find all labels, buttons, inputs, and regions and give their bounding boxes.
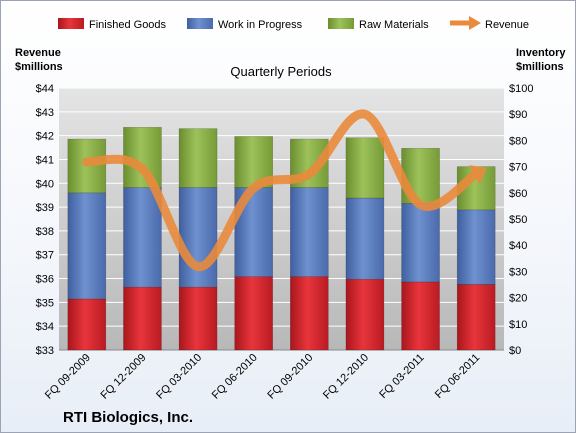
x-tick-label: FQ 03-2011	[377, 352, 426, 401]
x-tick-label: FQ 03-2010	[154, 352, 204, 402]
bar-finished-goods	[456, 284, 496, 351]
left-tick-label: $38	[36, 226, 54, 238]
bar-raw-materials	[345, 137, 385, 199]
right-tick-label: $0	[509, 345, 521, 357]
left-tick-label: $40	[36, 178, 54, 190]
right-tick-label: $30	[509, 266, 527, 278]
legend-label-revenue: Revenue	[485, 19, 529, 31]
right-tick-label: $100	[509, 83, 533, 95]
revenue-line-path	[82, 109, 481, 272]
right-tick-label: $10	[509, 319, 527, 331]
bar-finished-goods	[234, 276, 273, 351]
left-tick-label: $37	[36, 250, 54, 262]
x-tick-label: FQ 06-2011	[433, 352, 482, 401]
right-tick-label: $50	[509, 214, 527, 226]
left-tick-label: $33	[36, 345, 54, 357]
bar-work-in-progress	[67, 192, 107, 300]
left-tick-label: $41	[36, 154, 54, 166]
company-name: RTI Biologics, Inc.	[63, 409, 193, 426]
bar-finished-goods	[290, 276, 329, 351]
x-tick-label: FQ 06-2010	[210, 352, 260, 402]
right-tick-label: $80	[509, 135, 527, 147]
right-axis-title-line1: Inventory	[516, 47, 566, 59]
left-tick-label: $39	[36, 202, 54, 214]
left-tick-label: $35	[36, 297, 54, 309]
chart-title: Quarterly Periods	[230, 64, 332, 79]
x-tick-label: FQ 12-2010	[321, 352, 371, 402]
bar-work-in-progress	[345, 197, 385, 280]
left-tick-label: $44	[36, 83, 54, 95]
revenue-line	[82, 109, 487, 272]
left-axis-title-line1: Revenue	[15, 47, 61, 59]
bar-work-in-progress	[456, 209, 496, 285]
right-tick-label: $70	[509, 162, 527, 174]
bar-work-in-progress	[290, 187, 329, 277]
right-tick-label: $40	[509, 240, 527, 252]
bar-finished-goods	[345, 278, 385, 351]
right-axis-ticks: $0 $10 $20 $30 $40 $50 $60 $70 $80 $90 $100	[509, 83, 533, 357]
legend-label-raw-materials: Raw Materials	[359, 19, 429, 31]
bar-finished-goods	[123, 286, 162, 351]
legend-label-work-in-progress: Work in Progress	[218, 19, 303, 31]
bars	[67, 127, 496, 351]
right-tick-label: $90	[509, 109, 527, 121]
left-tick-label: $36	[36, 274, 54, 286]
legend-swatch-work-in-progress	[187, 18, 213, 29]
legend-arrow-icon	[450, 16, 481, 30]
bar-work-in-progress	[123, 187, 162, 288]
left-tick-label: $34	[36, 321, 54, 333]
right-tick-label: $20	[509, 293, 527, 305]
left-tick-label: $42	[36, 131, 54, 143]
bar-work-in-progress	[178, 187, 218, 288]
left-axis-ticks: $33 $34 $35 $36 $37 $38 $39 $40 $41 $42 $43 $44	[36, 83, 54, 357]
x-axis-ticks: FQ 09-2009 FQ 12-2009 FQ 03-2010 FQ 06-2010…	[43, 352, 482, 402]
x-tick-label: FQ 09-2010	[265, 352, 315, 402]
bar-finished-goods	[67, 298, 107, 351]
legend: Finished Goods Work in Progress Raw Mate…	[58, 16, 529, 31]
legend-label-finished-goods: Finished Goods	[89, 19, 167, 31]
right-axis-title-line2: $millions	[516, 61, 564, 73]
legend-swatch-raw-materials	[328, 18, 354, 29]
x-tick-label: FQ 09-2009	[43, 352, 93, 402]
bar-work-in-progress	[401, 202, 440, 283]
legend-swatch-finished-goods	[58, 18, 84, 29]
right-tick-label: $60	[509, 188, 527, 200]
x-tick-label: FQ 12-2009	[99, 352, 149, 402]
revenue-arrowhead	[469, 165, 487, 185]
bar-finished-goods	[178, 286, 218, 351]
bar-finished-goods	[401, 281, 440, 351]
left-axis-title-line2: $millions	[15, 61, 63, 73]
bar-raw-materials	[178, 128, 218, 188]
bar-raw-materials	[234, 136, 273, 188]
left-tick-label: $43	[36, 107, 54, 119]
